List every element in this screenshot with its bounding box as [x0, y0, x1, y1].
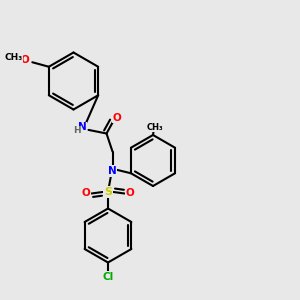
- Text: S: S: [104, 187, 112, 197]
- Text: CH₃: CH₃: [146, 123, 163, 132]
- Text: CH₃: CH₃: [4, 53, 23, 62]
- Text: O: O: [112, 112, 121, 123]
- Text: O: O: [82, 188, 91, 199]
- Text: O: O: [20, 55, 29, 65]
- Text: N: N: [108, 166, 117, 176]
- Text: Cl: Cl: [102, 272, 114, 282]
- Text: N: N: [78, 122, 87, 133]
- Text: H: H: [73, 126, 80, 135]
- Text: O: O: [125, 188, 134, 199]
